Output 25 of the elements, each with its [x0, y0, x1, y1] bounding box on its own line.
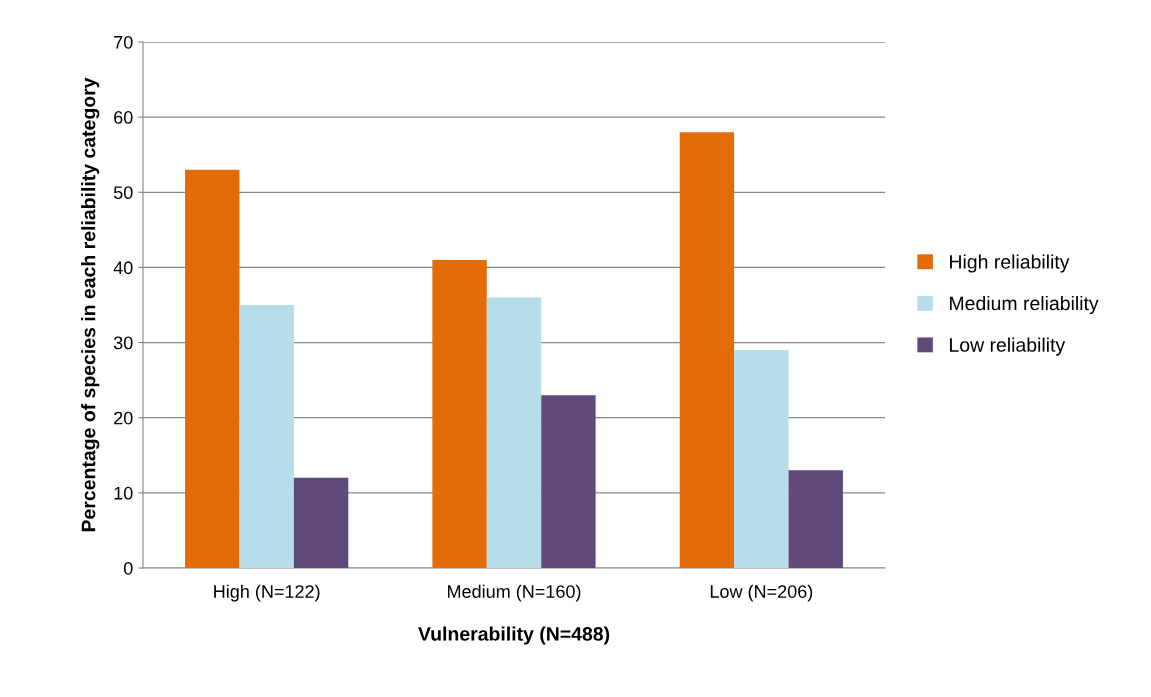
legend-label: Low reliability	[950, 337, 1066, 356]
x-tick-label: High (N=122)	[214, 584, 320, 602]
y-tick-label: 0	[123, 561, 133, 575]
y-tick-label: 70	[114, 35, 133, 49]
y-tick-label: 20	[114, 411, 133, 425]
bar	[486, 297, 542, 568]
y-tick-label: 50	[113, 186, 133, 200]
bar	[679, 132, 735, 568]
y-tick-label: 10	[114, 486, 133, 500]
bar	[293, 477, 349, 568]
y-tick-label: 60	[114, 111, 133, 124]
bar	[185, 169, 240, 568]
y-axis-title: Percentage of species in each reliability category	[81, 77, 100, 532]
x-axis-title: Vulnerability (N=488)	[418, 626, 610, 645]
y-tick-label: 40	[113, 261, 133, 275]
x-tick-label: Low (N=206)	[710, 584, 813, 602]
bar	[239, 305, 294, 568]
bar	[432, 259, 487, 568]
bar	[734, 350, 789, 568]
legend-label: High reliability	[950, 254, 1070, 273]
y-tick-label: 30	[113, 336, 133, 350]
bar	[788, 470, 843, 568]
legend-label: Medium reliability	[950, 295, 1099, 315]
bar	[541, 395, 596, 568]
x-tick-label: Medium (N=160)	[448, 584, 581, 602]
